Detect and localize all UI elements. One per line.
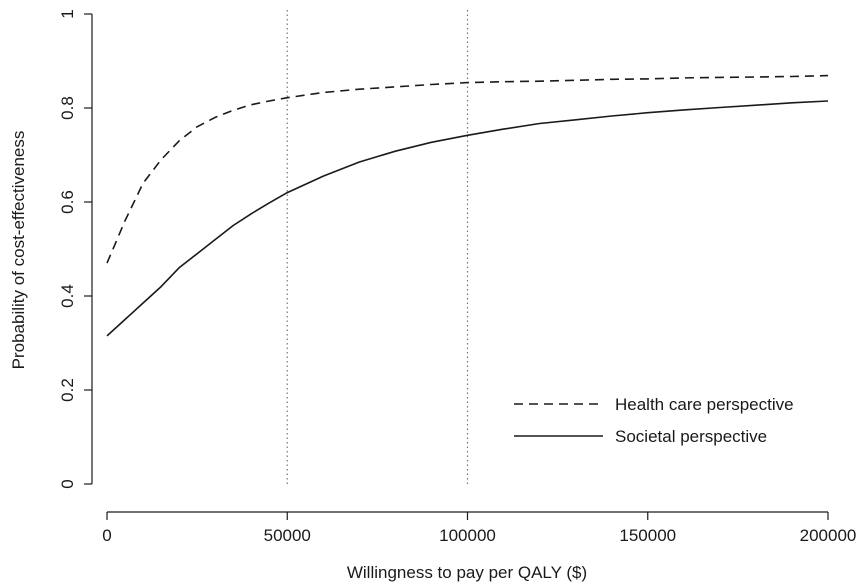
y-tick-label: 0.8 [58, 96, 77, 120]
x-tick-label: 0 [102, 526, 111, 545]
legend-label-societal: Societal perspective [615, 427, 767, 446]
legend-label-health-care: Health care perspective [615, 395, 794, 414]
x-tick-label: 200000 [800, 526, 857, 545]
x-axis-title: Willingness to pay per QALY ($) [347, 563, 587, 582]
y-axis-title: Probability of cost-effectiveness [9, 131, 28, 370]
series-line-health-care [106, 74, 829, 264]
series-line-societal [106, 100, 829, 337]
x-axis: 0 50000 100000 150000 200000 [102, 511, 857, 545]
series-lines [106, 74, 829, 337]
y-axis: 0 0.2 0.4 0.6 0.8 1 [58, 9, 93, 489]
y-tick-label: 0 [58, 479, 77, 488]
x-tick-label: 150000 [619, 526, 676, 545]
y-tick-label: 1 [58, 9, 77, 18]
x-tick-label: 100000 [439, 526, 496, 545]
y-tick-label: 0.2 [58, 378, 77, 402]
legend: Health care perspective Societal perspec… [514, 395, 794, 446]
reference-lines [286, 10, 469, 484]
y-tick-label: 0.4 [58, 284, 77, 308]
y-tick-label: 0.6 [58, 190, 77, 214]
x-tick-label: 50000 [264, 526, 311, 545]
